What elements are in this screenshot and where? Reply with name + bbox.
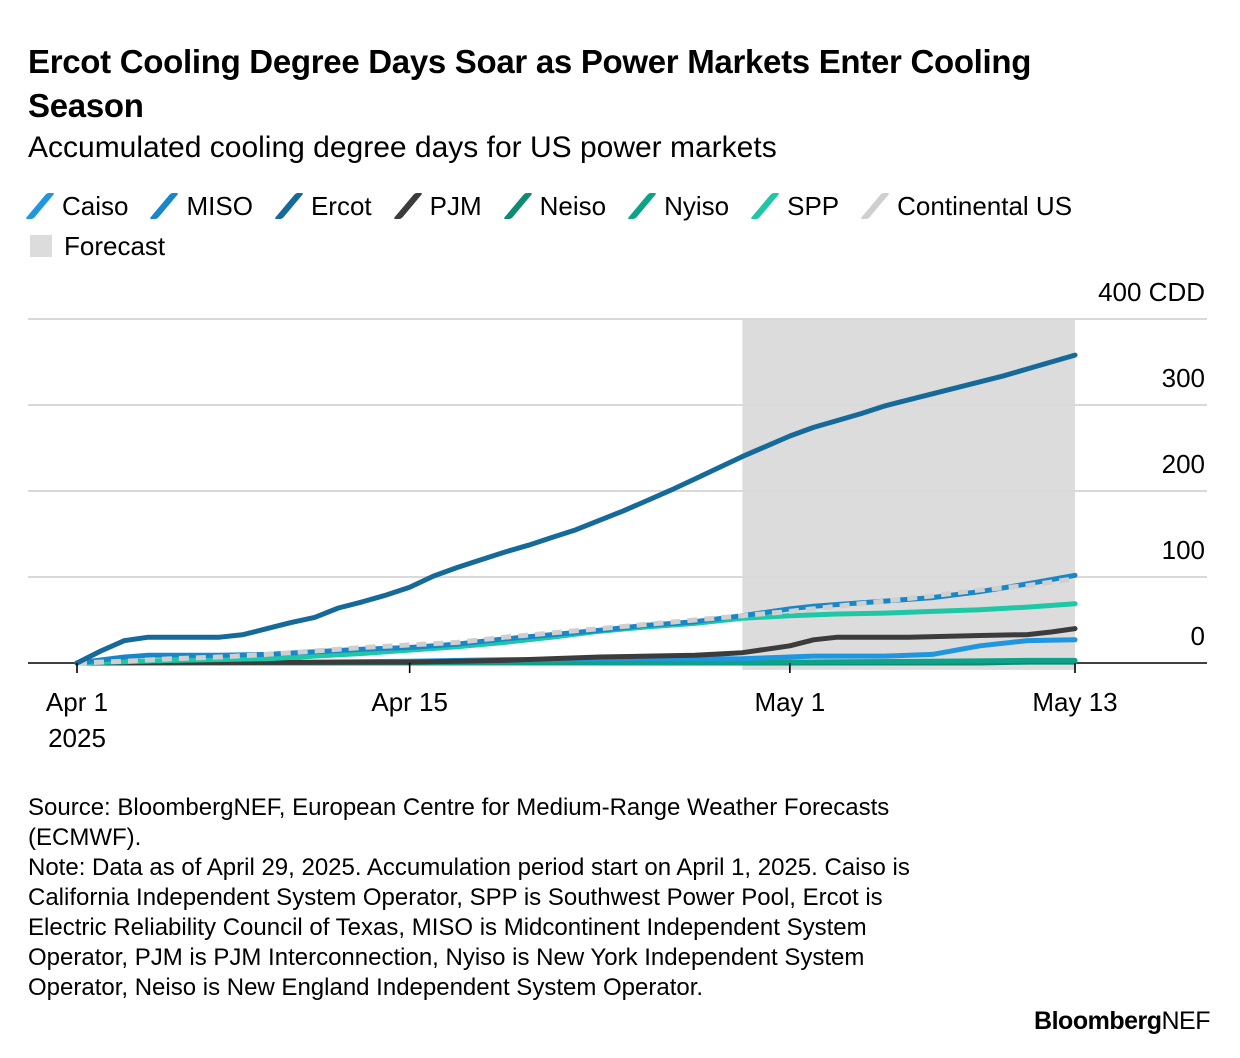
x-tick-label-2: May 1 (754, 687, 825, 717)
legend-item-ercot: Ercot (274, 188, 372, 224)
legend-swatch-spp-icon (750, 193, 781, 219)
y-tick-label-300: 300 (1162, 363, 1205, 393)
legend-label-spp: SPP (787, 191, 840, 221)
legend-swatch-continental-us-icon (860, 193, 891, 219)
legend-label-miso: MISO (186, 191, 253, 221)
legend-series-list: Caiso MISO Ercot PJM Neiso Nyiso SPP Continenta… (25, 191, 1096, 225)
legend: Caiso MISO Ercot PJM Neiso Nyiso SPP Continenta… (25, 188, 1218, 266)
brand-light: NEF (1161, 1007, 1211, 1035)
source-text: Source: BloombergNEF, European Centre fo… (28, 794, 890, 851)
legend-item-continental-us: Continental US (860, 188, 1073, 224)
legend-item-spp: SPP (750, 188, 840, 224)
series-line-pjm (74, 626, 1078, 666)
note-text: Note: Data as of April 29, 2025. Accumul… (28, 854, 910, 1001)
legend-label-nyiso: Nyiso (664, 191, 730, 221)
series-lines (74, 352, 1078, 666)
legend-item-caiso: Caiso (25, 188, 129, 224)
x-tick-label-1: Apr 15 (371, 687, 448, 717)
legend-swatch-caiso-icon (25, 193, 55, 219)
legend-item-forecast: Forecast (28, 228, 165, 264)
gridlines (28, 318, 1207, 664)
legend-label-forecast: Forecast (64, 231, 166, 261)
chart-subtitle: Accumulated cooling degree days for US p… (28, 131, 777, 164)
brand-logo: BloombergNEF (1034, 1007, 1210, 1036)
forecast-swatch-icon (30, 235, 52, 257)
legend-label-continental-us: Continental US (897, 191, 1073, 221)
x-axis-labels: Apr 1 2025 Apr 15 May 1 May 13 (46, 663, 1118, 753)
legend-label-pjm: PJM (429, 191, 482, 221)
legend-label-ercot: Ercot (310, 191, 372, 221)
footer-notes: Source: BloombergNEF, European Centre fo… (28, 793, 948, 1003)
y-tick-label-100: 100 (1162, 535, 1205, 565)
legend-item-miso: MISO (149, 188, 253, 224)
chart-title: Ercot Cooling Degree Days Soar as Power … (28, 43, 1032, 124)
x-tick-label-3: May 13 (1032, 687, 1117, 717)
legend-item-pjm: PJM (392, 188, 482, 224)
y-tick-label-200: 200 (1162, 449, 1205, 479)
legend-item-neiso: Neiso (502, 188, 607, 224)
legend-swatch-miso-icon (149, 193, 180, 219)
legend-item-nyiso: Nyiso (627, 188, 730, 224)
legend-swatch-pjm-icon (392, 193, 423, 219)
line-chart: 400 CDD 300 200 100 0 Apr 1 2025 Apr 15 May 1 Ma… (28, 277, 1207, 753)
legend-swatch-neiso-icon (502, 193, 533, 219)
x-tick-label-0: Apr 1 (46, 687, 108, 717)
y-axis-labels: 400 CDD 300 200 100 0 (1098, 277, 1205, 651)
y-tick-label-0: 0 (1191, 621, 1205, 651)
legend-swatch-nyiso-icon (627, 193, 658, 219)
legend-swatch-ercot-icon (274, 193, 304, 219)
brand-bold: Bloomberg (1034, 1007, 1162, 1035)
legend-label-caiso: Caiso (62, 191, 129, 221)
y-tick-label-400: 400 CDD (1098, 277, 1205, 307)
legend-label-neiso: Neiso (539, 191, 607, 221)
series-line-continental-us (76, 576, 1076, 666)
series-line-ercot (74, 352, 1078, 666)
x-tick-sublabel-0: 2025 (48, 723, 106, 753)
